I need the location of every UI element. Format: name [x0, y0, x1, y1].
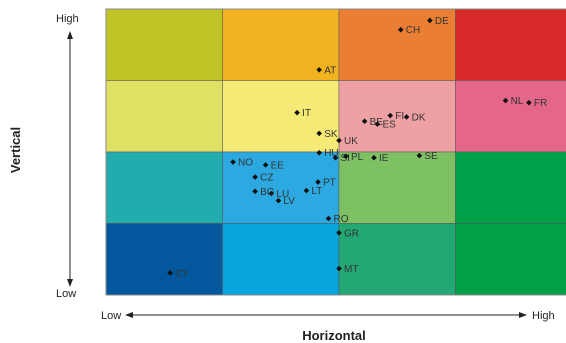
- point-label-bg: BG: [260, 187, 275, 198]
- point-label-cy: CY: [175, 268, 189, 279]
- plot-border: [105, 8, 566, 296]
- point-label-hu: HU: [324, 148, 338, 159]
- grid-cell-r3-c3: [455, 223, 566, 296]
- point-marker-pt: [315, 179, 321, 185]
- point-label-gr: GR: [344, 228, 359, 239]
- point-marker-bg: [252, 188, 258, 195]
- y-low-label: Low: [56, 288, 76, 300]
- point-marker-hu: [316, 149, 322, 156]
- quadrant-grid: [105, 8, 566, 296]
- point-marker-si: [332, 154, 339, 161]
- point-label-no: NO: [238, 158, 253, 169]
- grid-cell-r0-c0: [105, 8, 223, 81]
- point-marker-ee: [262, 162, 269, 168]
- grid-cell-r2-c1: [222, 151, 340, 224]
- x-low-label: Low: [101, 310, 121, 322]
- grid-cell-r3-c0: [105, 223, 223, 296]
- point-marker-no: [230, 159, 236, 165]
- point-label-dk: DK: [412, 112, 426, 123]
- point-marker-at: [316, 66, 322, 73]
- grid-cell-r1-c2: [338, 80, 456, 153]
- point-label-ee: EE: [271, 160, 285, 171]
- point-label-uk: UK: [344, 136, 358, 147]
- point-label-si: SI: [341, 153, 350, 164]
- grid-cell-r1-c1: [222, 80, 340, 153]
- point-marker-es: [374, 121, 381, 127]
- grid-cell-r0-c3: [455, 8, 566, 81]
- point-marker-nl: [502, 97, 509, 104]
- point-marker-cz: [252, 174, 258, 180]
- point-marker-ro: [325, 215, 332, 222]
- grid-cell-r1-c0: [105, 80, 223, 153]
- point-label-mt: MT: [344, 264, 358, 275]
- point-marker-fr: [526, 99, 532, 106]
- point-label-pl: PL: [351, 152, 364, 163]
- grid-cell-r1-c3: [455, 80, 566, 153]
- point-label-lt: LT: [311, 186, 322, 197]
- point-marker-pl: [343, 153, 349, 160]
- point-label-it: IT: [302, 108, 311, 119]
- point-label-de: DE: [435, 16, 449, 27]
- x-axis-title: Horizontal: [302, 328, 366, 343]
- point-marker-mt: [336, 265, 342, 272]
- y-axis-title: Vertical: [8, 127, 23, 173]
- grid-cell-r2-c3: [455, 151, 566, 224]
- point-marker-cy: [167, 270, 173, 276]
- point-marker-se: [416, 152, 423, 159]
- grid-cell-r2-c0: [105, 151, 223, 224]
- point-marker-ch: [397, 26, 404, 33]
- point-label-pt: PT: [323, 178, 336, 189]
- point-marker-fi: [387, 112, 394, 119]
- point-label-se: SE: [424, 151, 438, 162]
- point-marker-lu: [268, 190, 275, 197]
- point-label-fr: FR: [534, 98, 547, 109]
- point-label-be: BE: [370, 117, 384, 128]
- scatter-points: DE CH AT NL FR IT FI DK BE ES SK UK HU SI PL IE SE NO EE CZ…: [167, 16, 547, 279]
- point-marker-lt: [303, 187, 310, 194]
- point-marker-sk: [316, 130, 322, 137]
- point-marker-it: [294, 109, 300, 116]
- point-marker-lv: [275, 197, 282, 204]
- grid-cell-r3-c1: [222, 223, 340, 296]
- point-label-ch: CH: [406, 25, 420, 36]
- y-high-label: High: [56, 13, 79, 25]
- point-label-sk: SK: [324, 129, 338, 140]
- point-marker-gr: [336, 229, 342, 236]
- point-label-nl: NL: [511, 96, 524, 107]
- point-marker-dk: [403, 114, 410, 120]
- point-label-ro: RO: [334, 214, 349, 225]
- point-marker-ie: [371, 154, 377, 161]
- point-marker-de: [427, 17, 433, 24]
- x-axis-arrow: [125, 312, 527, 318]
- point-label-cz: CZ: [260, 173, 273, 184]
- point-label-lv: LV: [283, 196, 295, 207]
- point-label-at: AT: [324, 65, 336, 76]
- point-marker-be: [361, 118, 368, 125]
- y-axis-arrow: [67, 31, 73, 287]
- point-label-fi: FI: [395, 111, 404, 122]
- point-label-ie: IE: [379, 153, 389, 164]
- point-label-es: ES: [382, 120, 396, 131]
- x-high-label: High: [532, 310, 555, 322]
- point-label-lu: LU: [276, 189, 289, 200]
- point-marker-uk: [336, 137, 342, 144]
- grid-cell-r3-c2: [338, 223, 456, 296]
